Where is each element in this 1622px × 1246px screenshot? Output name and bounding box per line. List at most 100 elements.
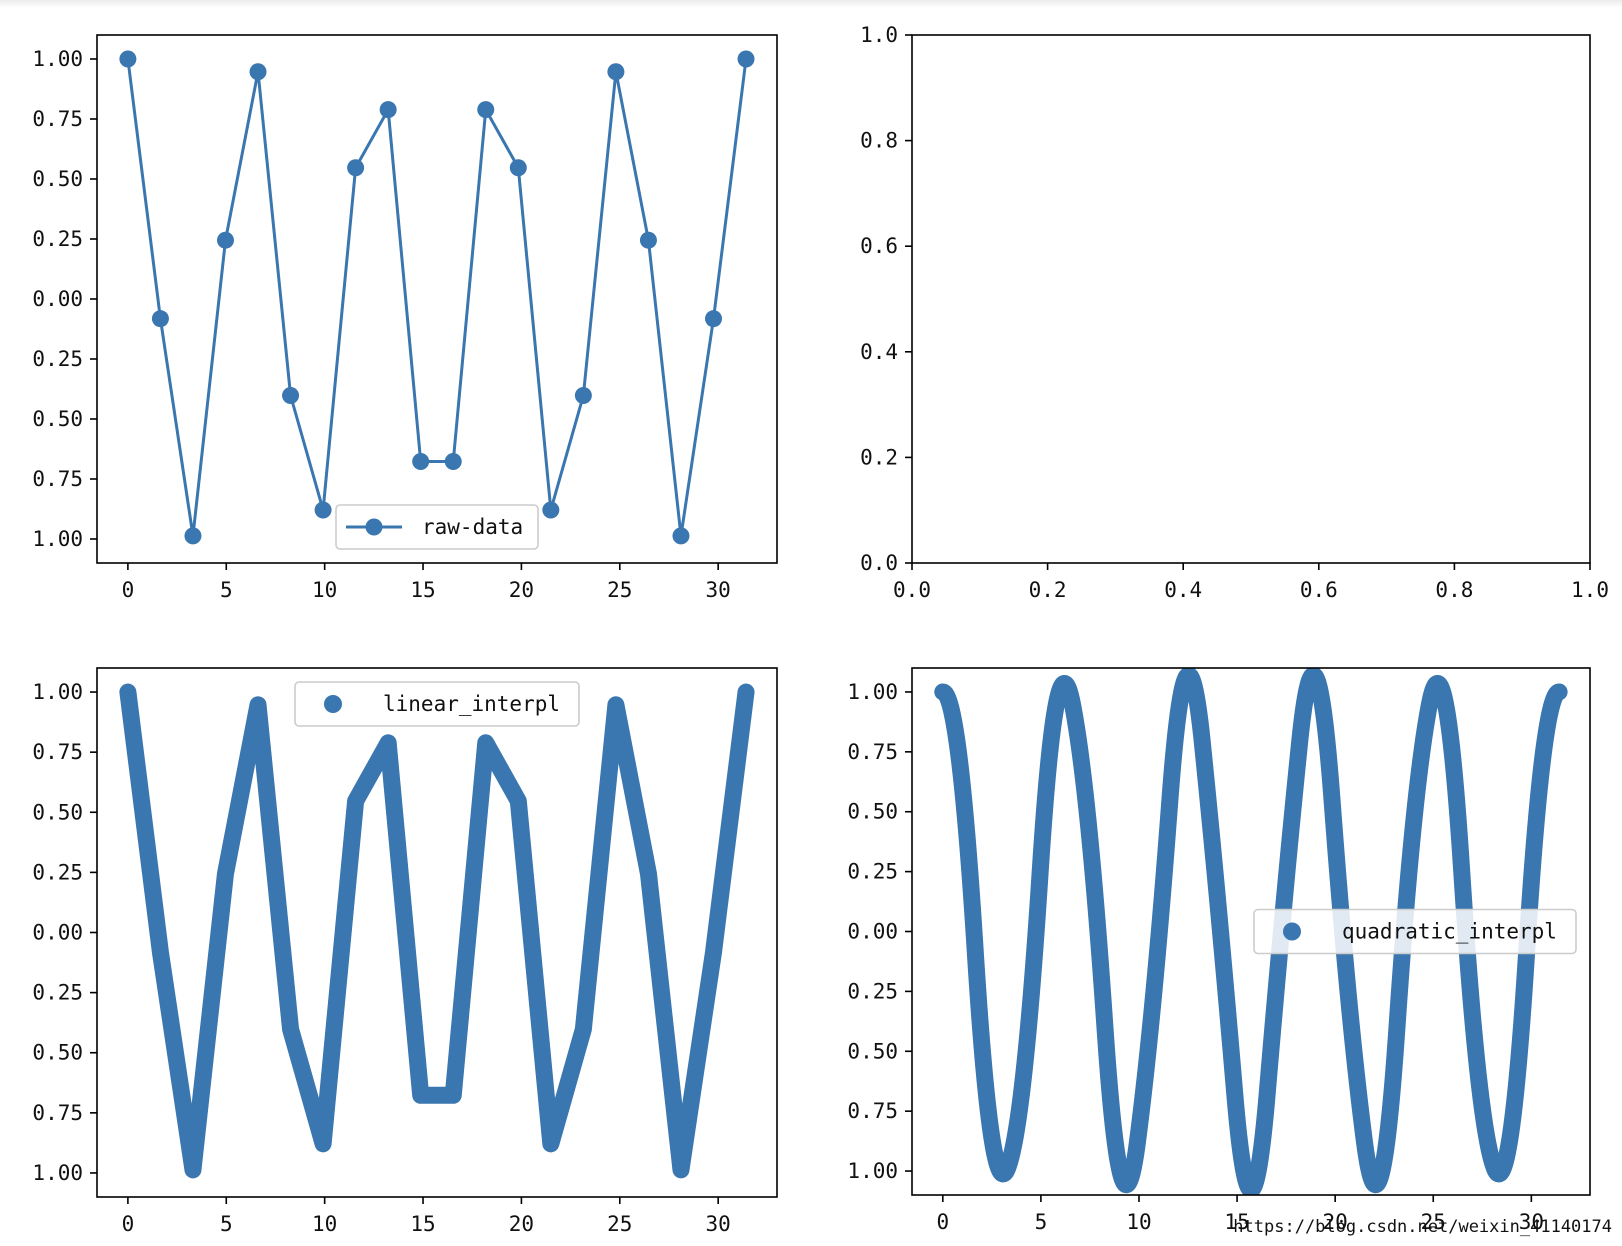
data-point (705, 310, 723, 328)
data-point (737, 50, 755, 68)
x-tick-label: 10 (312, 578, 337, 602)
x-tick-label: 30 (706, 1212, 731, 1236)
x-tick-label: 25 (607, 578, 632, 602)
legend-frame (1253, 908, 1577, 955)
y-tick-label: 0.6 (860, 234, 898, 258)
subplot-empty: 0.0 0.2 0.4 0.6 0.8 1.0 0.0 0.2 0.4 0.6 0.8 1.0 (860, 23, 1609, 602)
series-line (126, 58, 748, 538)
y-tick-label: 0.25 (847, 860, 898, 884)
y-tick-label: 0.50 (847, 800, 898, 824)
x-tick-label: 10 (1126, 1210, 1151, 1234)
x-tick-label: 15 (410, 1212, 435, 1236)
legend-marker (324, 695, 342, 713)
legend: raw-data (335, 504, 539, 550)
x-tick-label: 5 (1035, 1210, 1048, 1234)
legend-frame (294, 681, 580, 727)
data-point (282, 386, 300, 404)
y-tick-label: 0.00 (847, 920, 898, 944)
y-tick-label: 1.00 (847, 680, 898, 704)
y-tick-label: 0.75 (32, 107, 83, 131)
data-point (607, 63, 625, 81)
x-tick-label: 0.2 (1029, 578, 1067, 602)
data-point (509, 159, 527, 177)
legend-label: raw-data (422, 515, 523, 539)
y-tick-label: 0.75 (32, 1101, 83, 1125)
y-tick-label: 0.75 (32, 740, 83, 764)
y-tick-label: 0.50 (847, 1039, 898, 1063)
y-tick-label: 0.0 (860, 551, 898, 575)
subplot-linear-interpl: 0 5 10 15 20 25 30 1.00 0.75 0.50 0.25 0.00 0.25 0.50… (32, 667, 778, 1236)
x-tick-label: 30 (1519, 1210, 1544, 1234)
legend-label: linear_interpl (383, 692, 560, 716)
data-point (216, 231, 234, 249)
x-tick-label: 25 (607, 1212, 632, 1236)
x-tick-label: 20 (1323, 1210, 1348, 1234)
y-tick-label: 0.50 (32, 800, 83, 824)
plot-area (119, 50, 755, 545)
axes-frame (911, 34, 1591, 564)
x-tick-label: 0.6 (1300, 578, 1338, 602)
y-tick-label: 0.4 (860, 340, 898, 364)
legend: quadratic_interpl (1253, 908, 1577, 955)
x-tick-label: 0 (122, 578, 135, 602)
legend-label: quadratic_interpl (1342, 920, 1557, 944)
y-tick-label: 1.00 (847, 1159, 898, 1183)
x-tick-label: 10 (312, 1212, 337, 1236)
subplot-raw-data: 0 5 10 15 20 25 30 1.00 0.75 0.50 0.25 0.00 0.25 0.50… (32, 34, 778, 602)
x-tick-label: 0.4 (1164, 578, 1202, 602)
y-tick-label: 0.75 (847, 1099, 898, 1123)
data-point (477, 101, 495, 119)
y-tick-label: 0.8 (860, 129, 898, 153)
y-tick-label: 0.00 (32, 287, 83, 311)
x-tick-label: 0.0 (893, 578, 931, 602)
data-point (542, 501, 560, 519)
y-tick-label: 1.0 (860, 23, 898, 47)
plot-area (119, 683, 755, 1179)
y-tick-label: 0.2 (860, 445, 898, 469)
y-tick-label: 0.75 (847, 740, 898, 764)
y-tick-label: 1.00 (32, 47, 83, 71)
data-point (412, 452, 430, 470)
x-tick-label: 20 (509, 578, 534, 602)
y-tick-label: 0.50 (32, 1041, 83, 1065)
y-tick-label: 1.00 (32, 680, 83, 704)
y-tick-label: 0.25 (32, 981, 83, 1005)
data-point (672, 527, 690, 545)
legend: linear_interpl (294, 681, 580, 727)
x-tick-label: 20 (509, 1212, 534, 1236)
plot-area (934, 668, 1568, 1195)
x-tick-label: 15 (1224, 1210, 1249, 1234)
x-tick-label: 30 (706, 578, 731, 602)
y-tick-label: 0.25 (32, 227, 83, 251)
window-top-edge (0, 0, 1622, 8)
series-line (119, 683, 755, 1179)
series-line (934, 668, 1568, 1195)
x-tick-label: 25 (1421, 1210, 1446, 1234)
x-tick-label: 0.8 (1435, 578, 1473, 602)
y-tick-label: 0.25 (847, 979, 898, 1003)
y-tick-label: 1.00 (32, 527, 83, 551)
data-point (444, 452, 462, 470)
data-point (347, 159, 365, 177)
y-tick-label: 0.50 (32, 167, 83, 191)
data-point (119, 50, 137, 68)
data-point (379, 101, 397, 119)
data-point (639, 231, 657, 249)
data-point (151, 310, 169, 328)
x-tick-label: 0 (936, 1210, 949, 1234)
data-point (249, 63, 267, 81)
data-point (314, 501, 332, 519)
y-tick-label: 0.75 (32, 467, 83, 491)
x-tick-label: 5 (220, 578, 233, 602)
y-tick-label: 0.00 (32, 921, 83, 945)
watermark-text: https://blog.csdn.net/weixin_41140174 (1233, 1217, 1612, 1237)
legend-marker (1283, 922, 1301, 941)
y-tick-label: 0.50 (32, 407, 83, 431)
legend-marker (365, 518, 383, 536)
x-tick-label: 15 (410, 578, 435, 602)
y-tick-label: 0.25 (32, 347, 83, 371)
y-tick-label: 0.25 (32, 860, 83, 884)
x-tick-label: 5 (220, 1212, 233, 1236)
x-tick-label: 1.0 (1571, 578, 1609, 602)
